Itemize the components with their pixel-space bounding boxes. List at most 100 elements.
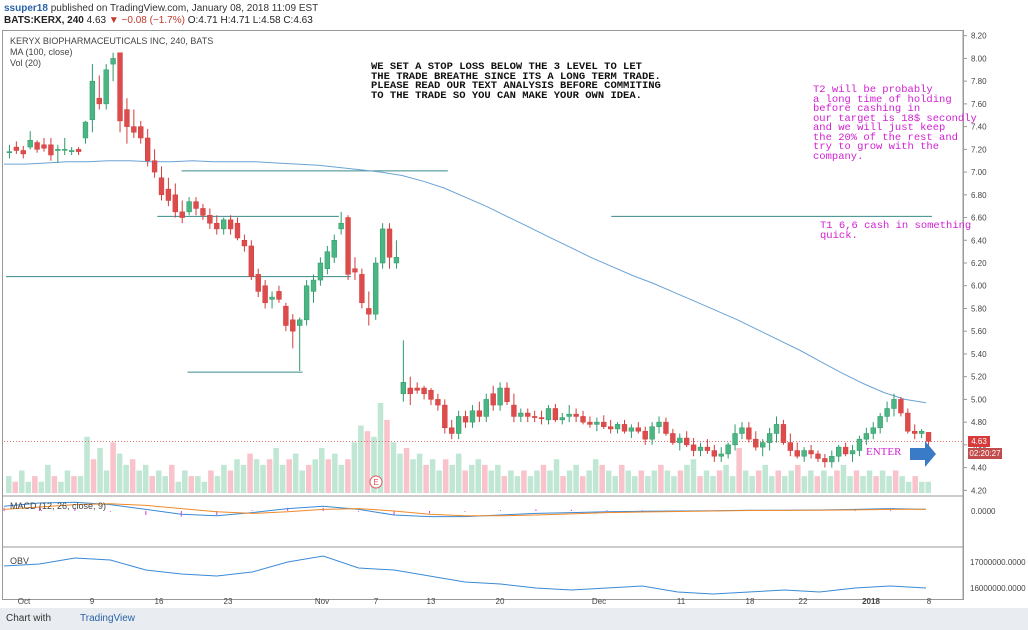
candle-body — [117, 52, 123, 122]
candle-body — [628, 427, 635, 432]
last-price-tag: 4.63 — [968, 436, 990, 448]
candle-body — [531, 416, 538, 418]
volume-bar — [201, 481, 208, 493]
volume-bar — [416, 453, 423, 493]
volume-bar — [188, 476, 195, 493]
volume-bar — [645, 476, 651, 493]
candle-body — [594, 421, 600, 425]
x-tick-label: 13 — [427, 597, 436, 606]
candle-body — [511, 404, 517, 417]
volume-bar — [312, 459, 319, 493]
y-tick-label: 8.20 — [971, 32, 987, 41]
candle-body — [739, 427, 745, 434]
volume-bar — [860, 476, 866, 493]
x-tick-label: 20 — [496, 597, 505, 606]
volume-bar — [521, 470, 527, 493]
y-tick-label: 7.40 — [971, 123, 987, 132]
candle-body — [27, 139, 33, 148]
volume-bar — [358, 425, 364, 493]
header-bar: ssuper18 published on TradingView.com, J… — [0, 0, 1028, 30]
volume-bar — [625, 470, 632, 493]
candle-body — [172, 194, 178, 213]
tradingview-logo[interactable]: TradingView — [80, 613, 136, 624]
volume-bar — [214, 476, 221, 493]
obv-tick-label: 16000000.0000 — [970, 584, 1026, 593]
candle-body — [110, 58, 116, 65]
macd-signal-line — [3, 503, 927, 517]
volume-bar — [403, 448, 410, 493]
candle-body — [760, 442, 766, 448]
volume-bar — [495, 464, 501, 493]
candle-body — [165, 188, 172, 201]
candle-body — [746, 427, 752, 440]
candle-body — [925, 432, 932, 442]
y-tick-label: 5.80 — [971, 304, 987, 313]
target-one-note: T1 6,6 cash in something quick. — [820, 220, 972, 242]
candle-body — [497, 387, 503, 406]
macd-legend[interactable]: MACD (12, 26, close, 9) — [10, 501, 107, 511]
volume-bar — [19, 470, 25, 493]
volume-bar — [684, 464, 690, 493]
y-tick-label: 6.60 — [971, 214, 987, 223]
x-tick-label: 7 — [374, 597, 379, 606]
candle-body — [677, 437, 683, 443]
candle-body — [538, 417, 545, 419]
candle-body — [158, 177, 165, 196]
volume-bar — [286, 459, 292, 493]
candle-body — [331, 240, 337, 258]
volume-legend[interactable]: Vol (20) — [10, 58, 42, 68]
candle-body — [545, 408, 552, 421]
volume-bar — [716, 470, 723, 493]
candle-body — [573, 413, 579, 417]
candle-body — [856, 438, 863, 451]
candle-body — [884, 408, 890, 417]
volume-bar — [677, 470, 684, 493]
candle-body — [144, 137, 151, 161]
volume-bar — [319, 448, 325, 493]
volume-bar — [847, 476, 853, 493]
candle-body — [891, 399, 897, 409]
x-tick-label: 23 — [224, 597, 233, 606]
y-tick-label: 4.40 — [971, 464, 987, 473]
candle-body — [725, 444, 731, 455]
volume-bar — [364, 431, 371, 493]
ma-legend[interactable]: MA (100, close) — [10, 47, 73, 57]
candle-body — [656, 421, 662, 427]
candle-body — [373, 262, 379, 315]
volume-bar — [918, 481, 925, 493]
volume-bar — [775, 470, 782, 493]
candle-body — [559, 417, 565, 421]
candle-body — [428, 390, 434, 400]
candle-body — [200, 208, 206, 216]
author-name[interactable]: ssuper18 — [4, 3, 48, 14]
candle-body — [773, 424, 780, 434]
candle-body — [20, 150, 26, 155]
candle-body — [207, 215, 213, 224]
candle-body — [642, 430, 648, 440]
candle-body — [607, 426, 614, 430]
volume-bar — [436, 470, 442, 493]
target-two-note: T2 will be probably a long time of holdi… — [813, 84, 977, 163]
volume-bar — [801, 476, 808, 493]
volume-bar — [136, 470, 142, 493]
volume-bar — [736, 448, 742, 493]
candle-body — [849, 450, 856, 455]
candle-body — [269, 296, 275, 300]
candle-body — [449, 427, 455, 434]
volume-bar — [142, 464, 149, 493]
volume-bar — [710, 476, 716, 493]
obv-legend[interactable]: OBV — [10, 556, 30, 566]
x-tick-label: Oct — [18, 597, 31, 606]
candle-body — [794, 450, 800, 457]
candle-body — [649, 426, 655, 440]
candle-body — [476, 410, 483, 417]
volume-bar — [175, 481, 182, 493]
volume-bar — [560, 476, 566, 493]
x-tick-label: Nov — [315, 597, 329, 606]
candle-body — [255, 274, 261, 292]
volume-bar — [488, 470, 495, 493]
obv-line — [3, 555, 927, 595]
candle-body — [276, 291, 282, 300]
volume-bar — [827, 476, 834, 493]
